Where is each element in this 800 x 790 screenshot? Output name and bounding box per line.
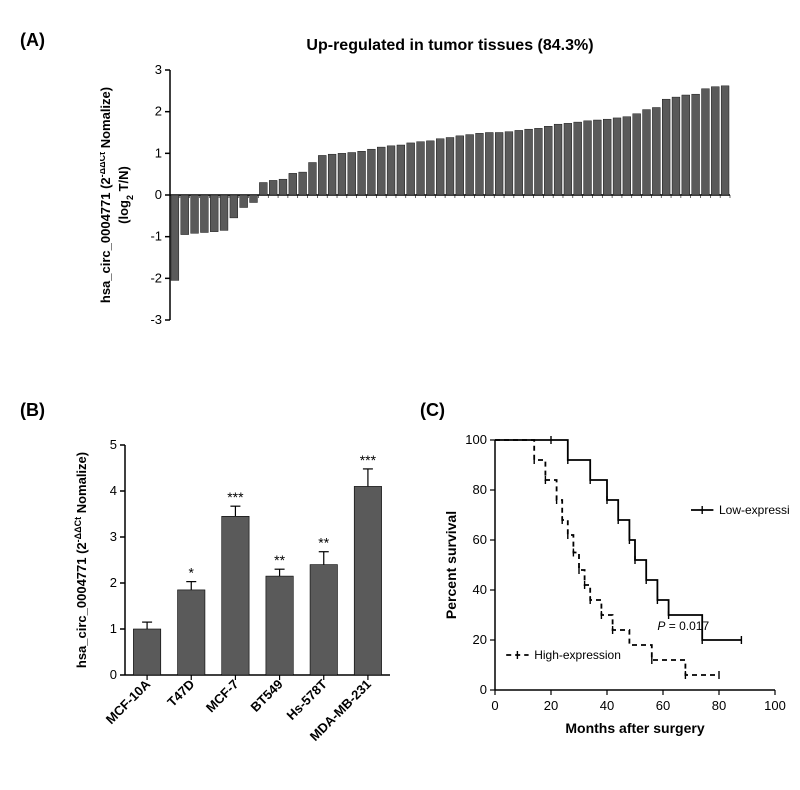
svg-text:High-expression: High-expression: [534, 648, 621, 662]
svg-text:3: 3: [110, 529, 117, 544]
svg-text:-1: -1: [150, 229, 162, 244]
svg-text:1: 1: [155, 145, 162, 160]
svg-text:40: 40: [473, 582, 487, 597]
svg-text:0: 0: [491, 698, 498, 713]
svg-text:hsa_circ_0004771 (2-ΔΔCt Nomal: hsa_circ_0004771 (2-ΔΔCt Nomalize): [100, 87, 113, 303]
panel-a-chart: Up-regulated in tumor tissues (84.3%) -3 -…: [100, 30, 740, 340]
panel-c: 0 20 40 60 80 100 0 20 40 60 80 100 Low-expression Hi…: [440, 425, 790, 750]
svg-text:0: 0: [480, 682, 487, 697]
svg-text:4: 4: [110, 483, 117, 498]
svg-text:MCF-7: MCF-7: [203, 677, 242, 716]
svg-text:0: 0: [110, 667, 117, 682]
panel-c-chart: 0 20 40 60 80 100 0 20 40 60 80 100 Low-expression Hi…: [440, 425, 790, 745]
svg-text:Low-expression: Low-expression: [719, 503, 790, 517]
svg-text:**: **: [274, 552, 285, 568]
svg-text:Percent survival: Percent survival: [443, 511, 459, 619]
svg-text:20: 20: [544, 698, 558, 713]
panel-b-label: (B): [20, 400, 45, 421]
svg-text:MCF-10A: MCF-10A: [103, 676, 154, 727]
svg-text:80: 80: [473, 482, 487, 497]
svg-text:2: 2: [110, 575, 117, 590]
panel-b: 012345MCF-10A*T47D***MCF-7**BT549**Hs-57…: [70, 425, 400, 790]
svg-text:100: 100: [465, 432, 487, 447]
panel-c-label: (C): [420, 400, 445, 421]
svg-text:**: **: [318, 535, 329, 551]
svg-text:T47D: T47D: [164, 677, 197, 710]
svg-text:5: 5: [110, 437, 117, 452]
svg-text:1: 1: [110, 621, 117, 636]
svg-text:20: 20: [473, 632, 487, 647]
svg-text:*: *: [189, 565, 195, 581]
svg-text:0: 0: [155, 187, 162, 202]
svg-text:60: 60: [656, 698, 670, 713]
svg-text:***: ***: [360, 452, 377, 468]
svg-text:***: ***: [227, 489, 244, 505]
svg-text:60: 60: [473, 532, 487, 547]
svg-text:-2: -2: [150, 270, 162, 285]
panel-b-chart: 012345MCF-10A*T47D***MCF-7**BT549**Hs-57…: [70, 425, 400, 785]
svg-text:hsa_circ_0004771 (2-ΔΔCt Nomal: hsa_circ_0004771 (2-ΔΔCt Nomalize): [73, 452, 89, 668]
figure: (A) Up-regulated in tumor tissues (84.3%…: [20, 30, 780, 345]
panel-a: Up-regulated in tumor tissues (84.3%) -3 -…: [100, 30, 780, 345]
svg-text:Months after surgery: Months after surgery: [565, 720, 704, 736]
svg-text:2: 2: [155, 104, 162, 119]
svg-text:BT549: BT549: [247, 677, 285, 715]
panel-a-label: (A): [20, 30, 45, 51]
svg-text:100: 100: [764, 698, 786, 713]
svg-text:40: 40: [600, 698, 614, 713]
svg-text:3: 3: [155, 62, 162, 77]
svg-text:P = 0.017: P = 0.017: [657, 619, 709, 633]
svg-text:-3: -3: [150, 312, 162, 327]
svg-text:80: 80: [712, 698, 726, 713]
svg-text:Up-regulated in tumor tissues: Up-regulated in tumor tissues (84.3%): [306, 37, 593, 54]
svg-text:(log2 T/N): (log2 T/N): [116, 166, 135, 224]
